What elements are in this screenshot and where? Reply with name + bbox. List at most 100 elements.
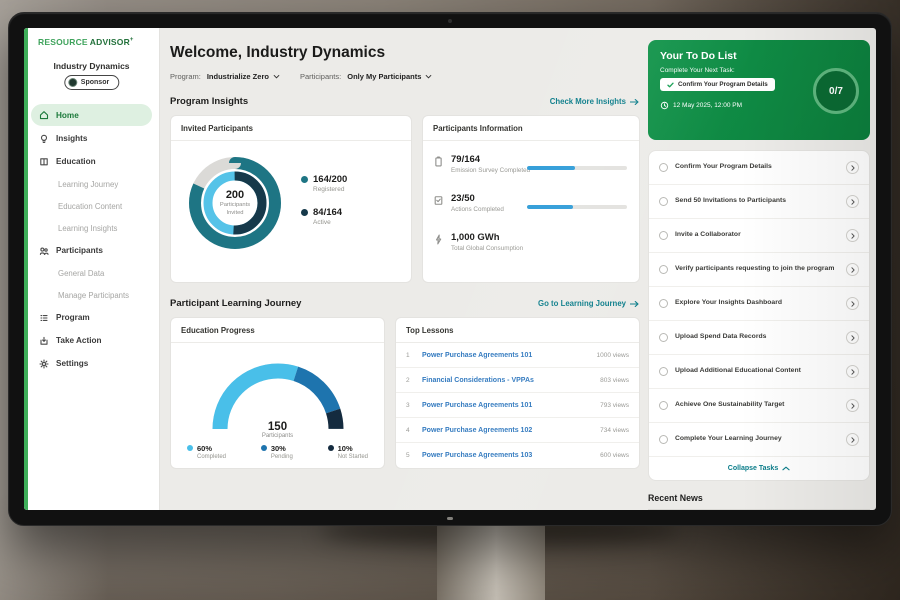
chevron-down-icon — [273, 74, 280, 79]
task-list-card: Confirm Your Program Details Send 50 Inv… — [648, 150, 870, 481]
task-checkbox[interactable] — [659, 435, 668, 444]
sidebar-item-education[interactable]: Education — [24, 150, 159, 173]
emission-progress-bar — [527, 166, 627, 170]
task-chevron-button[interactable] — [846, 399, 859, 412]
emission-survey-row: 79/164 Emission Survey Completed — [433, 149, 629, 183]
info-rows: 79/164 Emission Survey Completed 23/50 A… — [423, 141, 639, 261]
task-row[interactable]: Upload Spend Data Records — [649, 321, 869, 355]
learning-journey-title: Participant Learning Journey — [170, 298, 302, 309]
collapse-tasks-button[interactable]: Collapse Tasks — [649, 457, 869, 480]
task-checkbox[interactable] — [659, 265, 668, 274]
sidebar-item-learning-journey[interactable]: Learning Journey — [58, 179, 119, 189]
active-legend-dot — [301, 209, 308, 216]
sidebar-item-learning-insights[interactable]: Learning Insights — [58, 223, 118, 233]
todo-progress-ring: 0/7 — [813, 68, 859, 114]
todo-summary-card: Your To Do List Complete Your Next Task:… — [648, 40, 870, 140]
go-to-learning-journey-link[interactable]: Go to Learning Journey — [538, 299, 640, 308]
clipboard-icon — [435, 156, 442, 167]
chevron-right-icon — [850, 300, 855, 307]
task-checkbox[interactable] — [659, 401, 668, 410]
actions-progress-bar — [527, 205, 627, 209]
sidebar-item-participants[interactable]: Participants — [24, 239, 159, 262]
active-arc — [203, 171, 267, 235]
task-chevron-button[interactable] — [846, 433, 859, 446]
task-chevron-button[interactable] — [846, 161, 859, 174]
task-row[interactable]: Achieve One Sustainability Target — [649, 389, 869, 423]
lesson-link[interactable]: Power Purchase Agreements 101 — [422, 401, 533, 409]
lesson-link[interactable]: Power Purchase Agreements 103 — [422, 452, 533, 459]
monitor-bezel: RESOURCE ADVISOR+ Industry Dynamics Spons… — [8, 12, 892, 526]
top-lessons-title: Top Lessons — [396, 318, 639, 343]
invited-participants-card: Invited Participants — [170, 115, 412, 283]
lesson-link[interactable]: Power Purchase Agreements 102 — [422, 426, 533, 434]
program-insights-cards: Invited Participants — [170, 115, 640, 283]
task-checkbox[interactable] — [659, 367, 668, 376]
sidebar-item-general-data[interactable]: General Data — [58, 268, 105, 278]
task-row[interactable]: Confirm Your Program Details — [649, 151, 869, 185]
sidebar-item-insights[interactable]: Insights — [24, 127, 159, 150]
recent-news-title: Recent News — [648, 493, 703, 503]
lesson-row[interactable]: 5 Power Purchase Agreements 103 600 view… — [406, 452, 629, 459]
participants-information-card: Participants Information 79/164 Emission… — [422, 115, 640, 283]
lesson-row[interactable]: 2 Financial Considerations - VPPAs 803 v… — [396, 368, 639, 393]
invited-donut-chart: 200 Participants Invited — [183, 151, 287, 255]
task-row[interactable]: Upload Additional Educational Content — [649, 355, 869, 389]
recent-news-divider — [648, 509, 870, 510]
next-task-pill[interactable]: Confirm Your Program Details — [660, 78, 775, 91]
lesson-row[interactable]: 4 Power Purchase Agreements 102 734 view… — [396, 418, 639, 443]
task-chevron-button[interactable] — [846, 195, 859, 208]
participants-select[interactable]: Only My Participants — [347, 72, 432, 81]
task-chevron-button[interactable] — [846, 297, 859, 310]
task-checkbox[interactable] — [659, 197, 668, 206]
sponsor-badge[interactable]: Sponsor — [63, 75, 120, 90]
task-row[interactable]: Send 50 Invitations to Participants — [649, 185, 869, 219]
program-select[interactable]: Industrialize Zero — [207, 72, 280, 81]
lesson-list: 1 Power Purchase Agreements 101 1000 vie… — [396, 343, 639, 468]
sidebar-item-home[interactable]: Home — [31, 104, 152, 126]
legend-item-not-started: 10% Not Started — [327, 444, 368, 460]
task-chevron-button[interactable] — [846, 331, 859, 344]
lesson-link[interactable]: Financial Considerations - VPPAs — [422, 376, 534, 384]
checklist-icon — [434, 196, 443, 205]
sidebar-nav: Home Insights Education Learning Journey — [24, 104, 159, 375]
not-started-legend-dot — [327, 445, 334, 451]
info-card-title: Participants Information — [423, 116, 639, 141]
chevron-right-icon — [850, 402, 855, 409]
lesson-row[interactable]: 1 Power Purchase Agreements 101 1000 vie… — [396, 343, 639, 368]
task-checkbox[interactable] — [659, 299, 668, 308]
page-title: Welcome, Industry Dynamics — [170, 44, 386, 61]
pending-legend-dot — [260, 445, 267, 451]
action-box-icon — [40, 336, 48, 345]
task-row[interactable]: Explore Your Insights Dashboard — [649, 287, 869, 321]
task-row[interactable]: Verify participants requesting to join t… — [649, 253, 869, 287]
energy-bolt-icon — [435, 234, 442, 245]
sidebar-item-take-action[interactable]: Take Action — [24, 329, 159, 352]
participants-filter-label: Participants: — [299, 72, 342, 81]
sidebar-item-settings[interactable]: Settings — [24, 352, 159, 375]
task-chevron-button[interactable] — [846, 229, 859, 242]
task-chevron-button[interactable] — [846, 365, 859, 378]
task-chevron-button[interactable] — [846, 263, 859, 276]
sidebar-item-education-content[interactable]: Education Content — [58, 201, 123, 211]
consumption-row: 1,000 GWh Total Global Consumption — [433, 227, 629, 261]
lesson-row[interactable]: 3 Power Purchase Agreements 101 793 view… — [396, 393, 639, 418]
task-row[interactable]: Invite a Collaborator — [649, 219, 869, 253]
clock-icon — [660, 101, 669, 109]
dashboard-screen: RESOURCE ADVISOR+ Industry Dynamics Spons… — [24, 28, 876, 510]
task-checkbox[interactable] — [659, 333, 668, 342]
lesson-link[interactable]: Power Purchase Agreements 101 — [422, 351, 533, 359]
gauge-center-label: 150 Participants — [261, 421, 294, 439]
actions-completed-row: 23/50 Actions Completed — [433, 188, 629, 222]
check-more-insights-link[interactable]: Check More Insights — [550, 97, 640, 106]
sidebar-item-program[interactable]: Program — [24, 306, 159, 329]
task-checkbox[interactable] — [659, 163, 668, 172]
legend-item-pending: 30% Pending — [260, 444, 293, 460]
task-row[interactable]: Complete Your Learning Journey — [649, 423, 869, 457]
sidebar-item-manage-participants[interactable]: Manage Participants — [58, 290, 130, 300]
legend-item-completed: 60% Completed — [187, 444, 226, 460]
registered-legend-dot — [301, 176, 308, 183]
todo-subtitle: Complete Your Next Task: — [660, 67, 735, 74]
registered-arc — [189, 157, 281, 249]
task-checkbox[interactable] — [659, 231, 668, 240]
